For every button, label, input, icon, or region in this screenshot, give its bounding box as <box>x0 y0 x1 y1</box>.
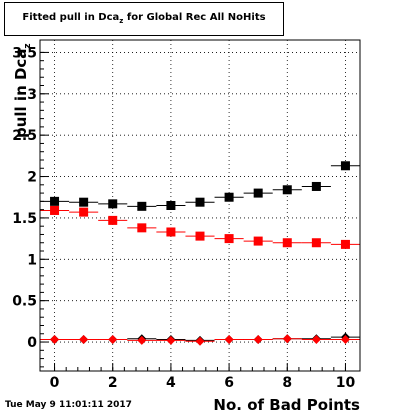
chart-title-prefix: Fitted pull in Dca <box>22 12 120 23</box>
data-point <box>340 239 350 249</box>
data-point <box>224 335 234 345</box>
series-1 <box>40 205 360 249</box>
data-point <box>195 336 205 346</box>
y-tick-label: 0.5 <box>12 294 37 310</box>
chart-title-subscript: z <box>119 17 124 25</box>
data-point <box>253 188 263 198</box>
data-point <box>137 201 147 211</box>
x-tick-label: 0 <box>50 375 60 391</box>
series-3 <box>40 334 360 346</box>
data-point <box>166 335 176 345</box>
data-point <box>108 215 118 225</box>
y-axis-label-subscript: z <box>23 43 33 49</box>
data-point <box>50 335 60 345</box>
data-point <box>311 238 321 248</box>
axes: 0 2 4 6 8 10 0 0.5 1 1.5 2 2.5 3 3.5 <box>12 45 355 391</box>
x-axis-label: No. of Bad Points <box>213 396 360 414</box>
y-tick-label: 2 <box>27 170 37 186</box>
data-point <box>224 234 234 244</box>
y-tick-label: 3.5 <box>12 45 37 61</box>
x-tick-label: 2 <box>108 375 118 391</box>
timestamp: Tue May 9 11:01:11 2017 <box>5 400 132 410</box>
data-point <box>195 231 205 241</box>
data-point <box>311 335 321 345</box>
data-point <box>253 236 263 246</box>
data-point <box>311 181 321 191</box>
series-markers <box>40 161 360 346</box>
chart-title-box: Fitted pull in Dcaz for Global Rec All N… <box>4 2 284 36</box>
data-point <box>195 197 205 207</box>
data-point <box>282 185 292 195</box>
x-tick-label: 10 <box>336 375 356 391</box>
chart-title-suffix: for Global Rec All NoHits <box>123 12 266 23</box>
data-point <box>282 334 292 344</box>
data-point <box>50 205 60 215</box>
y-axis-label-main: pull in Dca <box>12 48 30 138</box>
data-point <box>79 335 89 345</box>
series-0 <box>40 161 360 211</box>
plot-frame <box>39 39 361 372</box>
data-point <box>79 207 89 217</box>
data-point <box>137 223 147 233</box>
data-point <box>50 196 60 206</box>
x-tick-label: 4 <box>166 375 176 391</box>
data-point <box>79 197 89 207</box>
data-point <box>224 192 234 202</box>
data-point <box>282 238 292 248</box>
data-point <box>166 201 176 210</box>
data-point <box>166 227 176 237</box>
chart-title: Fitted pull in Dcaz for Global Rec All N… <box>5 12 283 25</box>
y-tick-label: 3 <box>27 87 37 103</box>
y-tick-label: 1 <box>27 252 37 268</box>
x-tick-label: 8 <box>282 375 292 391</box>
data-point <box>108 335 118 345</box>
data-point <box>253 335 263 345</box>
data-point <box>340 161 350 171</box>
y-tick-label: 0 <box>27 335 37 351</box>
y-tick-label: 2.5 <box>12 128 37 144</box>
y-tick-label: 1.5 <box>12 211 37 227</box>
data-point <box>108 199 118 209</box>
x-tick-label: 6 <box>224 375 234 391</box>
data-point <box>137 335 147 345</box>
y-axis-label: pull in Dcaz <box>12 43 33 138</box>
data-point <box>340 335 350 345</box>
